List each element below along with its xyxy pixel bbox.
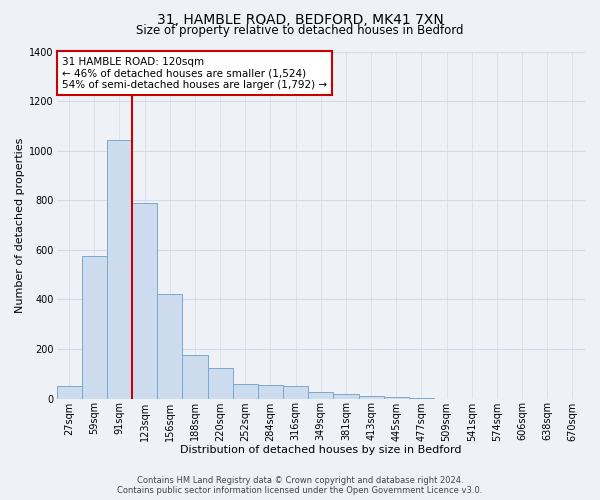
X-axis label: Distribution of detached houses by size in Bedford: Distribution of detached houses by size … [180,445,461,455]
Text: Size of property relative to detached houses in Bedford: Size of property relative to detached ho… [136,24,464,37]
Bar [283,386,308,398]
Text: 31, HAMBLE ROAD, BEDFORD, MK41 7XN: 31, HAMBLE ROAD, BEDFORD, MK41 7XN [157,12,443,26]
Bar [334,394,359,398]
Bar [308,392,334,398]
Bar [258,385,283,398]
Bar [208,368,233,398]
Bar [107,140,132,398]
Text: 31 HAMBLE ROAD: 120sqm
← 46% of detached houses are smaller (1,524)
54% of semi-: 31 HAMBLE ROAD: 120sqm ← 46% of detached… [62,56,327,90]
Bar [56,386,82,398]
Bar [82,256,107,398]
Y-axis label: Number of detached properties: Number of detached properties [15,138,25,312]
Bar [157,294,182,399]
Bar [132,202,157,398]
Text: Contains HM Land Registry data © Crown copyright and database right 2024.
Contai: Contains HM Land Registry data © Crown c… [118,476,482,495]
Bar [359,396,383,398]
Bar [182,355,208,399]
Bar [233,384,258,398]
